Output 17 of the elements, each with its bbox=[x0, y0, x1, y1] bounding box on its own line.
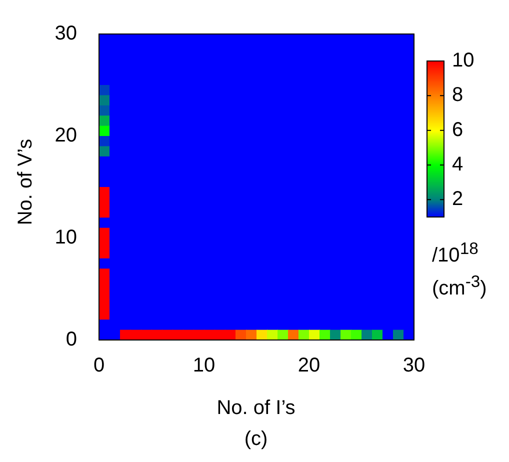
color-bar-label: 2 bbox=[452, 188, 464, 210]
y-axis-title: No. of V’s bbox=[14, 138, 38, 226]
x-tick-label: 30 bbox=[402, 354, 426, 377]
y-tick-label: 20 bbox=[54, 124, 77, 147]
x-tick-label: 20 bbox=[298, 354, 320, 377]
y-tick-label: 0 bbox=[66, 328, 77, 351]
color-bar-title: /10$^{18}$ (cm$^{-3}$) bbox=[432, 238, 487, 302]
color-bar-label: 8 bbox=[452, 84, 464, 106]
x-tick-label: 0 bbox=[93, 354, 105, 377]
x-tick-label: 10 bbox=[192, 354, 216, 377]
y-tick-label: 30 bbox=[54, 22, 77, 45]
x-axis-title: No. of I’s bbox=[216, 397, 296, 420]
y-tick-label: 10 bbox=[54, 226, 77, 249]
color-bar-label: 10 bbox=[452, 50, 474, 72]
color-bar-label: 6 bbox=[452, 118, 464, 141]
color-bar-label: 4 bbox=[452, 154, 464, 176]
text: (c) bbox=[244, 428, 268, 451]
